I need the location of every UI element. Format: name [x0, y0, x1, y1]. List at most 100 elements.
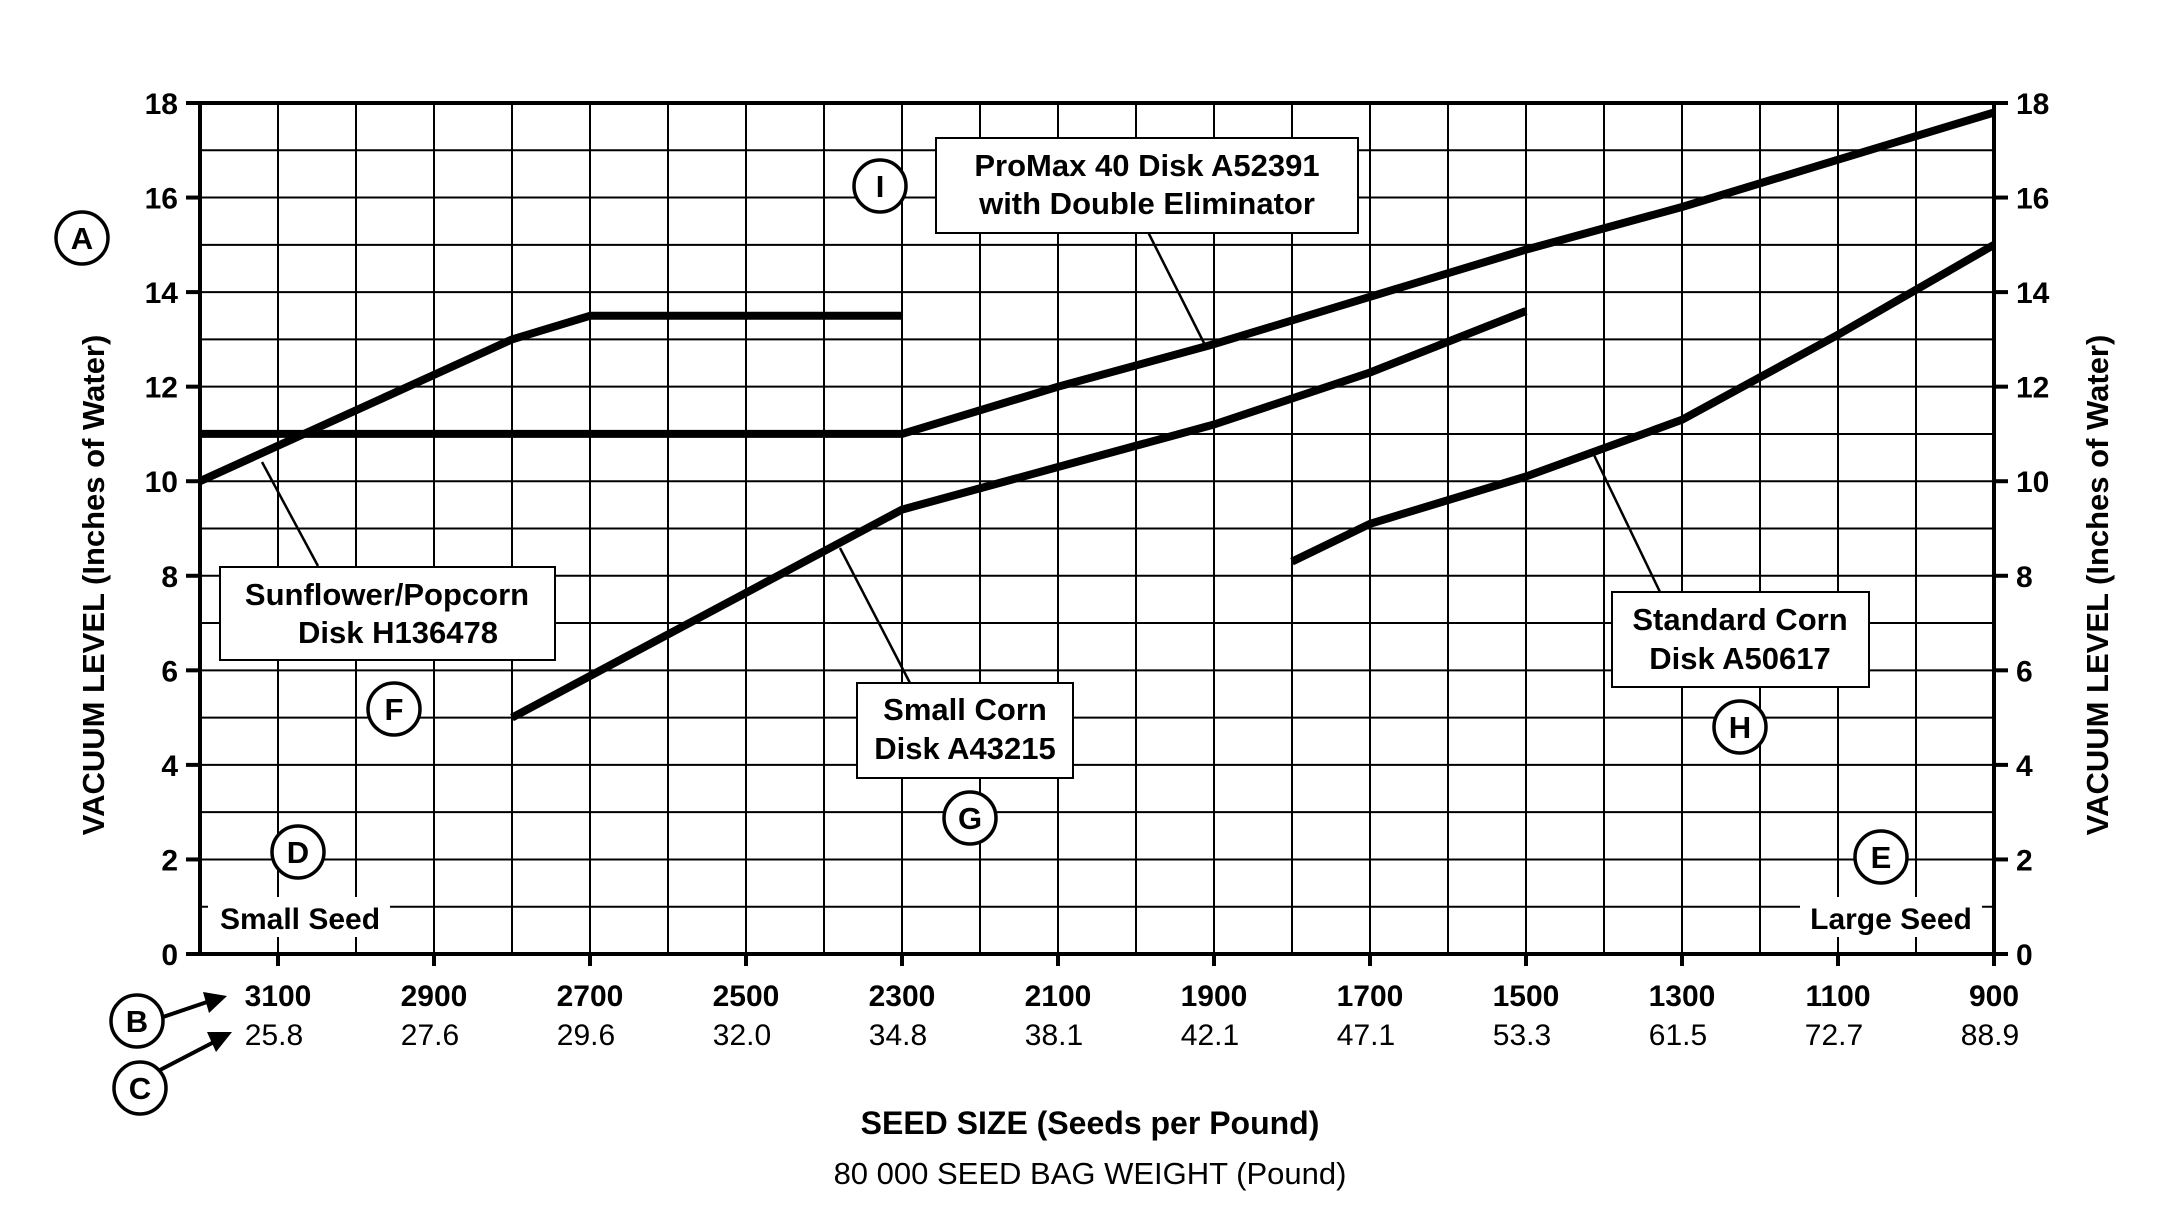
y-tick-label-left: 4 — [161, 750, 178, 783]
svg-text:D: D — [287, 835, 309, 870]
x-tick-label-seeds: 1300 — [1649, 980, 1716, 1013]
callout-e: E — [1853, 829, 1909, 885]
x-tick-label-seeds: 1700 — [1337, 980, 1404, 1013]
callout-f: F — [366, 681, 422, 737]
series-label-sunflower: Sunflower/Popcorn Disk H136478 — [219, 566, 556, 661]
svg-text:with Double Eliminator: with Double Eliminator — [978, 186, 1315, 221]
svg-text:E: E — [1871, 840, 1892, 875]
svg-text:Disk A43215: Disk A43215 — [874, 731, 1056, 766]
plot-frame — [198, 101, 1996, 956]
series-label-standard-corn: Standard Corn Disk A50617 — [1611, 591, 1870, 688]
leader-sunflower — [260, 461, 320, 567]
large-seed-bg — [1800, 897, 1982, 937]
series-line-2 — [510, 307, 1528, 722]
svg-text:G: G — [958, 801, 982, 836]
callout-h: H — [1712, 699, 1768, 755]
callout-b: B — [109, 993, 165, 1049]
y-tick-label-right: 8 — [2016, 561, 2033, 594]
svg-text:I: I — [876, 169, 885, 204]
series-line-1 — [200, 108, 1996, 438]
x-tick-label-seeds: 2700 — [557, 980, 624, 1013]
x-axis-subtitle: 80 000 SEED BAG WEIGHT (Pound) — [834, 1156, 1347, 1191]
x-tick-label-weight: 34.8 — [869, 1019, 927, 1052]
svg-text:Standard Corn: Standard Corn — [1632, 602, 1847, 637]
series-line-0 — [198, 311, 902, 485]
x-tick-label-weight: 38.1 — [1025, 1019, 1083, 1052]
x-tick-label-seeds: 900 — [1969, 980, 2019, 1013]
x-tick-label-seeds: 3100 — [245, 980, 312, 1013]
x-tick-label-weight: 29.6 — [557, 1019, 615, 1052]
x-tick-label-seeds: 2300 — [869, 980, 936, 1013]
x-tick-label-seeds: 1900 — [1181, 980, 1248, 1013]
arrow-c-shaft — [159, 1040, 215, 1072]
x-tick-label-seeds: 1100 — [1805, 980, 1870, 1013]
leader-small-corn — [838, 547, 912, 684]
y-tick-label-right: 0 — [2016, 939, 2033, 972]
x-tick-label-weight: 72.7 — [1805, 1019, 1863, 1052]
series-label-promax: ProMax 40 Disk A52391 with Double Elimin… — [935, 137, 1359, 234]
x-tick-label-weight: 32.0 — [713, 1019, 771, 1052]
y-tick-label-left: 12 — [145, 372, 178, 405]
callout-i: I — [852, 158, 908, 214]
x-tick-label-weight: 42.1 — [1181, 1019, 1239, 1052]
ticks: 0 0 2 2 4 4 6 6 8 8 10 10 12 12 14 14 16 16 18 18 3100 25.8 29… — [145, 88, 2050, 1052]
svg-text:Disk H136478: Disk H136478 — [298, 615, 498, 650]
y-tick-label-right: 12 — [2016, 372, 2049, 405]
y-tick-label-left: 10 — [145, 466, 178, 499]
y-tick-label-right: 14 — [2016, 277, 2050, 310]
y-tick-label-right: 2 — [2016, 844, 2033, 877]
y-axis-title-left: VACUUM LEVEL (Inches of Water) — [76, 335, 111, 836]
x-axis-title: SEED SIZE (Seeds per Pound) — [861, 1105, 1320, 1141]
arrow-c-head — [207, 1032, 232, 1052]
svg-text:ProMax 40 Disk A52391: ProMax 40 Disk A52391 — [974, 148, 1319, 183]
leader-lines — [260, 231, 1662, 684]
small-seed-bg — [208, 897, 390, 937]
x-tick-label-seeds: 2100 — [1025, 980, 1092, 1013]
x-tick-label-weight: 53.3 — [1493, 1019, 1551, 1052]
callout-d: D — [270, 824, 326, 880]
arrow-b-shaft — [159, 999, 211, 1020]
series-label-small-corn: Small Corn Disk A43215 — [856, 682, 1074, 779]
y-tick-label-right: 10 — [2016, 466, 2049, 499]
leader-standard-corn — [1592, 454, 1662, 593]
svg-text:H: H — [1729, 710, 1751, 745]
svg-text:A: A — [71, 221, 93, 256]
x-tick-label-weight: 27.6 — [401, 1019, 459, 1052]
svg-text:Disk A50617: Disk A50617 — [1649, 641, 1831, 676]
callout-arrows — [159, 992, 232, 1072]
y-tick-label-left: 0 — [161, 939, 178, 972]
x-tick-label-weight: 61.5 — [1649, 1019, 1707, 1052]
y-tick-label-right: 18 — [2016, 88, 2049, 121]
small-seed-label: Small Seed — [220, 903, 380, 936]
large-seed-label: Large Seed — [1810, 903, 1972, 936]
y-tick-label-left: 14 — [145, 277, 179, 310]
callout-g: G — [942, 790, 998, 846]
svg-text:F: F — [385, 692, 404, 727]
svg-text:B: B — [126, 1004, 148, 1039]
callout-c: C — [112, 1060, 168, 1116]
arrow-b-head — [203, 992, 227, 1013]
series-layer — [198, 108, 1996, 722]
y-tick-label-left: 8 — [161, 561, 178, 594]
x-tick-label-weight: 88.9 — [1961, 1019, 2019, 1052]
x-tick-label-weight: 25.8 — [245, 1019, 303, 1052]
y-tick-label-right: 6 — [2016, 655, 2033, 688]
y-tick-label-right: 4 — [2016, 750, 2033, 783]
svg-text:Sunflower/Popcorn: Sunflower/Popcorn — [245, 577, 529, 612]
y-tick-label-left: 16 — [145, 183, 178, 216]
svg-text:C: C — [129, 1071, 151, 1106]
svg-text:Small Corn: Small Corn — [883, 692, 1047, 727]
x-tick-label-seeds: 1500 — [1493, 980, 1560, 1013]
x-tick-label-weight: 47.1 — [1337, 1019, 1395, 1052]
callout-a: A — [54, 210, 110, 266]
leader-promax — [1146, 231, 1207, 346]
y-tick-label-left: 18 — [145, 88, 178, 121]
y-tick-label-right: 16 — [2016, 183, 2049, 216]
y-tick-label-left: 6 — [161, 655, 178, 688]
y-axis-title-right: VACUUM LEVEL (Inches of Water) — [2080, 335, 2115, 836]
x-tick-label-seeds: 2900 — [401, 980, 468, 1013]
series-line-3 — [1290, 241, 1996, 566]
x-tick-label-seeds: 2500 — [713, 980, 780, 1013]
y-tick-label-left: 2 — [161, 844, 178, 877]
